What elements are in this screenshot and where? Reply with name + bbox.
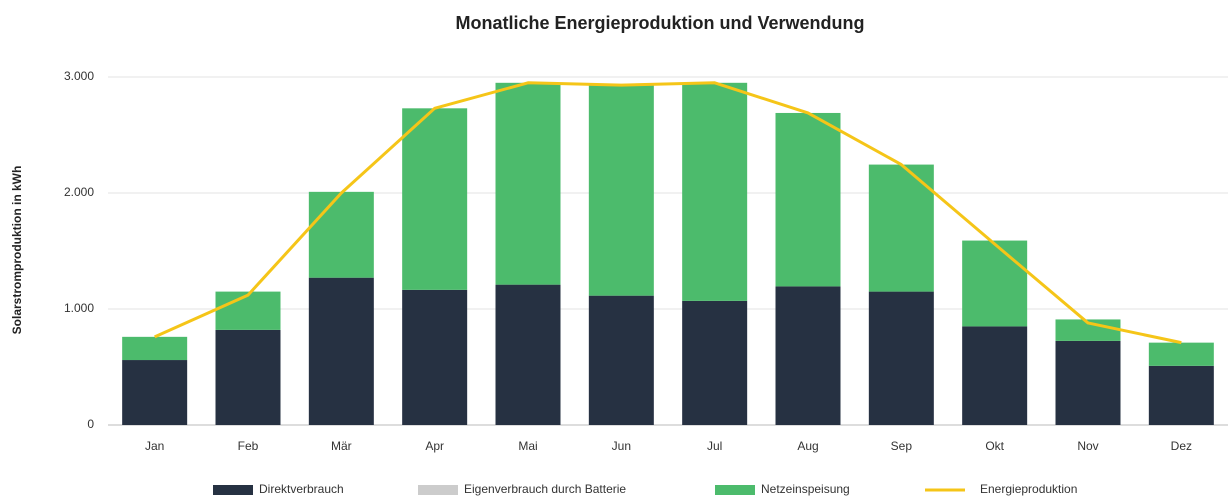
legend-label: Netzeinspeisung xyxy=(761,482,850,496)
y-axis-label: Solarstromproduktion in kWh xyxy=(10,166,24,335)
bar-segment xyxy=(1055,340,1121,425)
bar-segment xyxy=(682,300,748,425)
x-tick-label: Jul xyxy=(707,439,722,453)
x-tick-label: Aug xyxy=(797,439,818,453)
y-tick-label: 3.000 xyxy=(64,69,94,83)
bar-segment xyxy=(682,82,748,301)
legend-swatch xyxy=(418,485,458,495)
legend-label: Direktverbrauch xyxy=(259,482,344,496)
bar-segment xyxy=(215,291,281,330)
bar-segment xyxy=(1148,365,1214,425)
bar-segment xyxy=(868,291,934,425)
bar-segment xyxy=(868,164,934,292)
legend-label: Energieproduktion xyxy=(980,482,1077,496)
bar-segment xyxy=(962,240,1028,327)
bar-segment xyxy=(588,295,654,425)
x-tick-label: Mai xyxy=(518,439,537,453)
bar-segment xyxy=(122,360,188,425)
bar-segment xyxy=(215,329,281,425)
chart-title: Monatliche Energieproduktion und Verwend… xyxy=(455,13,864,33)
legend-swatch xyxy=(715,485,755,495)
x-tick-label: Feb xyxy=(238,439,259,453)
y-tick-label: 1.000 xyxy=(64,301,94,315)
x-tick-label: Okt xyxy=(985,439,1004,453)
bar-segment xyxy=(775,286,841,425)
x-tick-label: Jun xyxy=(612,439,631,453)
bar-segment xyxy=(402,108,468,290)
bar-segment xyxy=(402,289,468,425)
bar-segment xyxy=(775,112,841,287)
x-tick-label: Mär xyxy=(331,439,352,453)
x-tick-label: Dez xyxy=(1171,439,1192,453)
bar-segment xyxy=(588,85,654,296)
line-series xyxy=(154,81,1182,345)
legend-label: Eigenverbrauch durch Batterie xyxy=(464,482,626,496)
bar-segment xyxy=(495,284,561,425)
x-tick-label: Jan xyxy=(145,439,164,453)
y-tick-label: 0 xyxy=(87,417,94,431)
y-tick-label: 2.000 xyxy=(64,185,94,199)
x-tick-label: Apr xyxy=(425,439,444,453)
bar-segment xyxy=(495,82,561,285)
bar-segment xyxy=(1055,319,1121,341)
legend-swatch xyxy=(213,485,253,495)
bar-segment xyxy=(962,326,1028,425)
x-tick-label: Sep xyxy=(891,439,913,453)
x-tick-label: Nov xyxy=(1077,439,1098,453)
bar-segment xyxy=(308,191,374,278)
bar-segment xyxy=(1148,342,1214,366)
bar-segment xyxy=(122,336,188,361)
bar-segment xyxy=(308,277,374,425)
